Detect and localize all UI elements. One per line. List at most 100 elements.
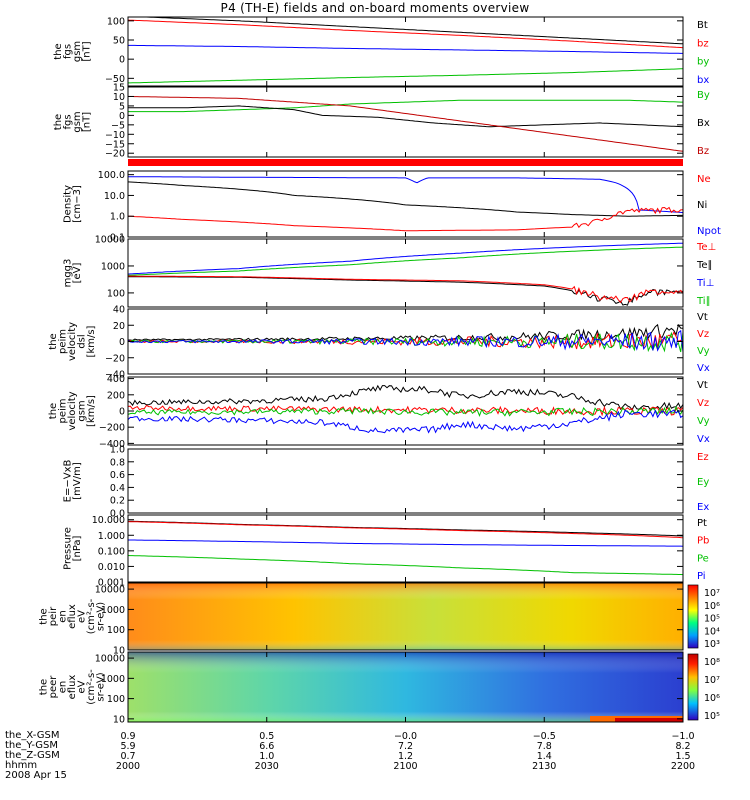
ylabel-line: the xyxy=(39,608,50,624)
legend-entry: Vz xyxy=(697,398,709,409)
ytick-label: 10000 xyxy=(95,654,125,665)
colorbar-label: 10⁵ xyxy=(704,614,720,625)
panel-4: Te⊥ Te∥ Ti⊥ Ti∥ 10000 1000 100 mgg3[eV] xyxy=(62,235,716,308)
ytick-label: 100 xyxy=(107,16,125,27)
xaxis-value: 7.8 xyxy=(537,741,552,752)
ytick-label: −40 xyxy=(105,370,125,381)
series-line-Ni xyxy=(127,181,683,217)
legend-entry: Vx xyxy=(697,434,710,445)
ytick-label: 15 xyxy=(113,83,125,94)
ytick-label: −10 xyxy=(105,130,125,141)
ytick-label: −50 xyxy=(105,74,125,85)
ytick-label: 0 xyxy=(119,407,125,418)
ylabel-line: [mV/m] xyxy=(72,462,83,500)
legend-entry: Pt xyxy=(697,518,707,529)
ylabel-line: [nPa] xyxy=(72,535,83,561)
series-line-Pe xyxy=(127,555,684,576)
xaxis-value: 2100 xyxy=(393,761,417,772)
xaxis-row-label: the_Z-GSM xyxy=(5,750,60,761)
ytick-label: 100 xyxy=(107,694,125,705)
ylabel-line: peer xyxy=(48,675,59,699)
ylabel-line: Pressure xyxy=(62,527,73,570)
ylabel-line: en xyxy=(58,610,69,623)
ylabel-line: gsm xyxy=(77,400,88,421)
panel-frame xyxy=(127,238,684,308)
series-line-Vt xyxy=(128,323,684,342)
ylabel-line: eV xyxy=(77,610,88,623)
legend-entry: Ez xyxy=(697,452,709,463)
ytick-label: 0.4 xyxy=(110,483,125,494)
ylabel-line: the xyxy=(53,43,64,59)
ytick-label: 0.010 xyxy=(98,562,125,573)
ylabel-line: E=−VxB xyxy=(62,460,73,503)
series-line-Pb xyxy=(127,521,684,539)
series-line-Vt xyxy=(127,384,684,412)
ylabel-line: sr-eV) xyxy=(96,602,107,631)
ylabel-line: eflux xyxy=(67,604,78,629)
ylabel-line: [cm−3] xyxy=(72,185,83,223)
panel-frame xyxy=(127,514,684,583)
colorbar-label: 10⁵ xyxy=(704,711,720,722)
panel-frame xyxy=(127,170,684,238)
panel-frame xyxy=(127,448,684,514)
ytick-label: 0.1 xyxy=(110,233,125,244)
ytick-label: 10.0 xyxy=(104,191,125,202)
ytick-label: 10 xyxy=(113,714,125,725)
legend-entry: Pb xyxy=(697,536,709,547)
xaxis-value: 1.4 xyxy=(537,751,552,762)
ylabel-line: velocity xyxy=(67,322,78,361)
ylabel-line: velocity xyxy=(67,391,78,430)
colorbar-label: 10⁴ xyxy=(704,626,720,637)
legend-entry: Bz xyxy=(697,146,709,157)
legend-entry: Ni xyxy=(697,200,707,211)
legend-entry: bz xyxy=(697,38,709,49)
ylabel-line: eV xyxy=(77,680,88,693)
xaxis-value: 1.5 xyxy=(675,751,690,762)
colorbar-label: 10³ xyxy=(704,639,720,650)
panel-10: 10⁸ 10⁷ 10⁶ 10⁵ 10000 1000 100 10 thepeereneflux… xyxy=(39,651,720,725)
ytick-label: 1.000 xyxy=(98,531,125,542)
xaxis-value: 8.2 xyxy=(675,741,690,752)
panel-5: Vt Vz Vy Vx 40 20 0 −20 −40 thepeimvelocitydsl[km… xyxy=(48,305,710,381)
legend-entry: Bx xyxy=(697,118,710,129)
ytick-label: 0.6 xyxy=(110,470,125,481)
xaxis-value: 2200 xyxy=(671,761,695,772)
legend-entry: Te∥ xyxy=(696,260,713,271)
ytick-label: 100 xyxy=(107,625,125,636)
ylabel-line: eflux xyxy=(67,675,78,700)
legend-entry: Ey xyxy=(697,477,709,488)
xaxis-value: −1.0 xyxy=(671,731,694,742)
xaxis-row-label: the_Y-GSM xyxy=(5,740,59,751)
xaxis-row-label: the_X-GSM xyxy=(5,730,60,741)
panel-7: Ez Ey Ex 1.00.8 0.6 0.4 0.2 0.0 E=−VxB[mV/m] xyxy=(62,445,709,520)
ylabel: mgg3[eV] xyxy=(62,259,83,288)
ytick-label: 0.8 xyxy=(110,457,125,468)
legend-entry: by xyxy=(697,57,709,68)
ylabel-line: [km/s] xyxy=(86,325,97,357)
xaxis-value: 0.7 xyxy=(120,751,135,762)
series-line-Npot xyxy=(128,176,684,214)
ytick-label: 0.001 xyxy=(98,578,125,589)
ylabel-line: the xyxy=(53,114,64,130)
spectrogram-shade xyxy=(128,652,683,722)
ylabel-line: peir xyxy=(48,606,59,626)
series-line-Vy xyxy=(127,331,684,353)
series-line-Vz xyxy=(127,404,684,417)
ytick-label: 0.2 xyxy=(110,496,125,507)
panel-8: Pt Pb Pe Pi 10.000 1.000 0.100 0.010 0.001 Pressu… xyxy=(62,514,709,589)
separator-bar xyxy=(128,159,683,166)
legend-entry: Ne xyxy=(697,174,711,185)
colorbar xyxy=(687,653,699,721)
colorbar-label: 10⁷ xyxy=(704,588,720,599)
legend-entry: Vy xyxy=(697,416,710,427)
series-line-Vx xyxy=(127,409,684,434)
xaxis-value: 1.2 xyxy=(398,751,413,762)
ylabel-line: peim xyxy=(58,329,69,354)
legend-entry: Npot xyxy=(697,226,721,237)
ytick-label: 100.0 xyxy=(98,170,125,181)
legend-entry: Vx xyxy=(697,363,710,374)
